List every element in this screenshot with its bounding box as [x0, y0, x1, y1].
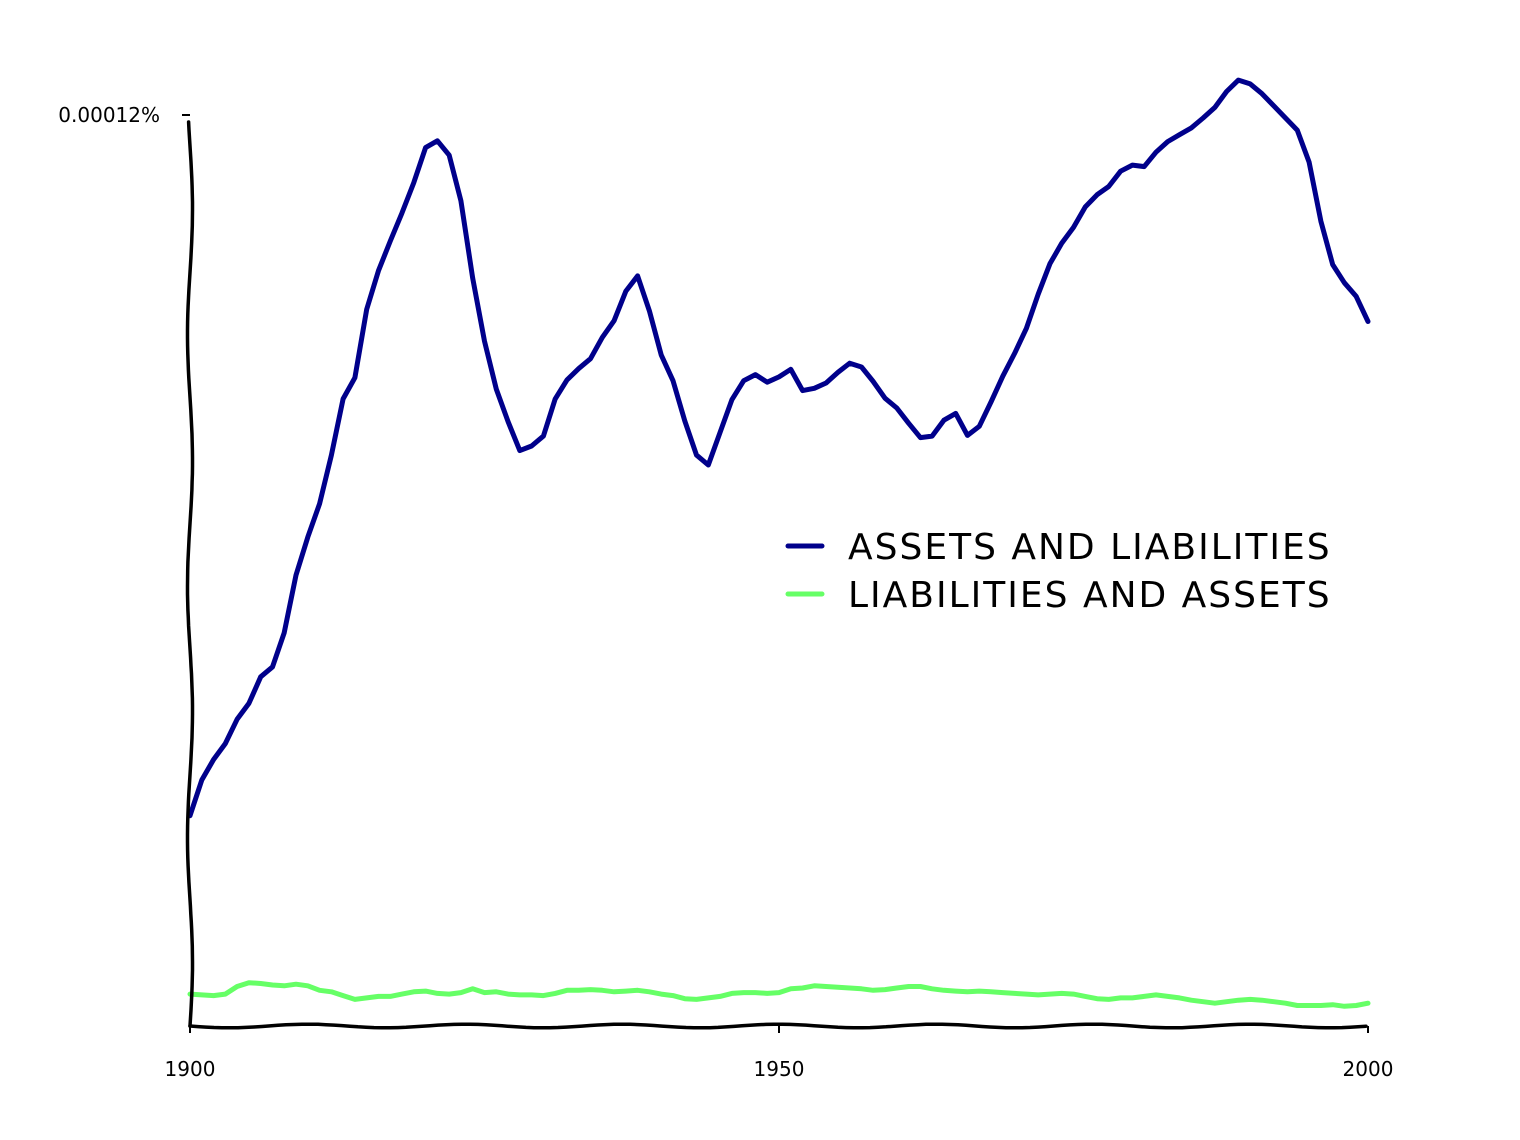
x-tick-label: 2000: [1343, 1057, 1394, 1081]
series-layer: [187, 77, 1371, 1009]
x-tick-label: 1900: [165, 1057, 216, 1081]
y-tick-label: 0.00012%: [58, 103, 160, 127]
legend-label: ASSETS AND LIABILITIES: [848, 527, 1332, 568]
series-line-2: [187, 980, 1371, 1009]
legend: ASSETS AND LIABILITIES LIABILITIES AND AS…: [785, 527, 1332, 616]
x-tick-label: 1950: [754, 1057, 805, 1081]
series-line-1: [187, 77, 1371, 819]
axes-layer: 1900 1950 2000 0.00012%: [58, 103, 1393, 1081]
legend-label: LIABILITIES AND ASSETS: [848, 575, 1332, 616]
y-axis-line: [185, 120, 195, 1028]
x-axis-line: [188, 1022, 1368, 1030]
